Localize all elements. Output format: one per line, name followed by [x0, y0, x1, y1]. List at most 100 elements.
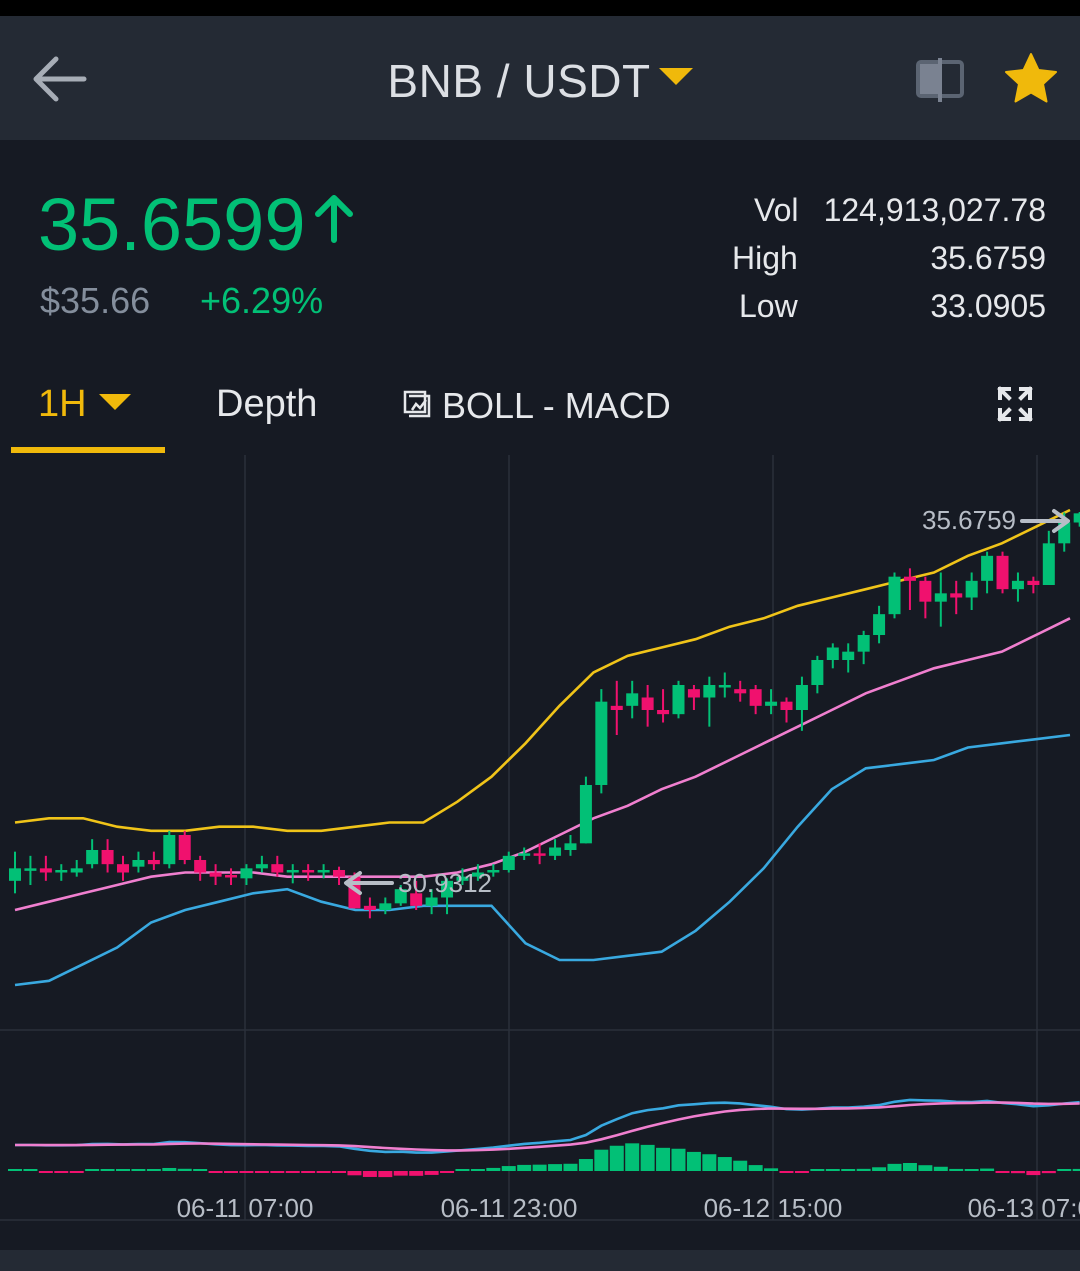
x-axis-labels: 06-11 07:00 06-11 23:00 06-12 15:00 06-13 0…: [177, 1193, 1080, 1223]
macd-histogram-bar: [486, 1167, 501, 1171]
candle-body: [626, 693, 639, 706]
candle-body: [240, 868, 253, 879]
kline-chart[interactable]: 35.6759 30.9312 06-11 07:00 06-11 23:00 06…: [0, 455, 1080, 1245]
macd-histogram-bar: [933, 1166, 948, 1171]
candle-body: [981, 555, 994, 581]
macd-histogram-bar: [872, 1167, 887, 1171]
candle-body: [317, 870, 330, 873]
favorite-button[interactable]: [1002, 50, 1060, 108]
candle-body: [1073, 513, 1080, 523]
macd-histogram-bar: [532, 1164, 547, 1171]
macd-histogram-bar: [347, 1171, 362, 1176]
low-marker-label: 30.9312: [398, 868, 492, 898]
interval-label: 1H: [38, 383, 87, 425]
candle-body: [209, 872, 222, 877]
macd-histogram-bar: [949, 1168, 964, 1171]
macd-histogram-bar: [208, 1171, 223, 1173]
macd-histogram-bar: [856, 1168, 871, 1171]
candle-body: [425, 897, 438, 906]
high-marker-label: 35.6759: [922, 505, 1016, 535]
pair-selector[interactable]: BNB / USDT: [0, 54, 1080, 108]
x-tick-label: 06-13 07:00: [968, 1193, 1080, 1223]
candle-body: [857, 635, 870, 652]
candle-body: [842, 651, 855, 660]
macd-histogram-bar: [193, 1169, 208, 1171]
candle-body: [55, 870, 68, 873]
candle-body: [255, 864, 268, 869]
candle-body: [826, 647, 839, 660]
bottom-bar: [0, 1250, 1080, 1271]
macd-histogram-bar: [902, 1162, 917, 1171]
percent-change: +6.29%: [200, 280, 324, 321]
tab-indicators[interactable]: BOLL - MACD: [402, 385, 671, 427]
macd-dea-line: [15, 1101, 1080, 1152]
candle-body: [271, 864, 284, 873]
macd-histogram-bar: [409, 1171, 424, 1176]
candle-body: [873, 614, 886, 635]
macd-panel: [8, 1098, 1080, 1178]
macd-histogram-bar: [609, 1145, 624, 1171]
back-button[interactable]: [28, 54, 90, 104]
macd-histogram-bar: [424, 1171, 439, 1175]
candle-body: [363, 905, 376, 910]
candle-body: [934, 593, 947, 602]
arrow-left-icon: [33, 56, 87, 102]
candle-body: [718, 685, 731, 688]
candle-body: [379, 903, 392, 910]
macd-histogram-bar: [393, 1171, 408, 1176]
low-value: 33.0905: [930, 288, 1046, 324]
macd-histogram-bar: [563, 1163, 578, 1171]
candle-body: [1011, 580, 1024, 590]
candle-body: [487, 870, 500, 873]
macd-histogram-bar: [177, 1168, 192, 1171]
tab-interval[interactable]: 1H: [38, 383, 131, 426]
indicator-icon: [403, 391, 431, 418]
candle-body: [225, 875, 238, 878]
macd-histogram-bar: [285, 1171, 300, 1173]
macd-histogram-bar: [980, 1168, 995, 1171]
macd-histogram-bar: [8, 1169, 22, 1171]
macd-histogram-bar: [100, 1169, 115, 1171]
macd-histogram-bar: [794, 1171, 809, 1173]
macd-histogram-bar: [686, 1151, 701, 1171]
macd-histogram-bar: [810, 1169, 825, 1171]
macd-histogram-bar: [841, 1169, 856, 1171]
macd-histogram-bar: [656, 1147, 671, 1171]
kline-chart-area[interactable]: 35.6759 30.9312 06-11 07:00 06-11 23:00 06…: [0, 455, 1080, 1245]
macd-histogram-bar: [1026, 1171, 1041, 1176]
macd-histogram-bar: [301, 1171, 316, 1173]
fullscreen-button[interactable]: [996, 385, 1034, 423]
arrow-up-icon: [315, 195, 353, 243]
macd-histogram-bar: [578, 1159, 593, 1171]
candle-body: [888, 576, 901, 615]
macd-histogram-bar: [131, 1169, 146, 1171]
candle-body: [86, 850, 99, 865]
candle-body: [147, 860, 160, 865]
boll-lower-line: [14, 733, 1071, 987]
candle-body: [903, 576, 916, 581]
candle-body: [533, 853, 546, 856]
high-value: 35.6759: [930, 240, 1046, 276]
macd-histogram-bar: [501, 1166, 516, 1171]
macd-histogram-bar: [717, 1157, 732, 1171]
macd-histogram-bar: [224, 1171, 239, 1173]
macd-histogram-bar: [270, 1171, 285, 1173]
macd-histogram-bar: [69, 1171, 84, 1173]
candle-body: [1042, 543, 1055, 585]
macd-histogram-bar: [455, 1169, 470, 1171]
candle-body: [286, 870, 299, 873]
macd-histogram-bar: [378, 1171, 393, 1178]
macd-histogram-bar: [594, 1149, 609, 1171]
macd-histogram-bar: [1072, 1168, 1080, 1171]
candle-body: [965, 580, 978, 598]
candle-body: [610, 705, 623, 710]
candle-body: [456, 876, 469, 881]
macd-histogram-bar: [440, 1171, 455, 1173]
tab-depth[interactable]: Depth: [216, 383, 318, 425]
candle-body: [9, 868, 21, 881]
candle-body: [672, 685, 685, 715]
macd-histogram-bar: [887, 1163, 902, 1171]
candle-body: [70, 868, 83, 873]
layout-toggle-button[interactable]: [914, 56, 966, 104]
candle-body: [178, 835, 191, 860]
